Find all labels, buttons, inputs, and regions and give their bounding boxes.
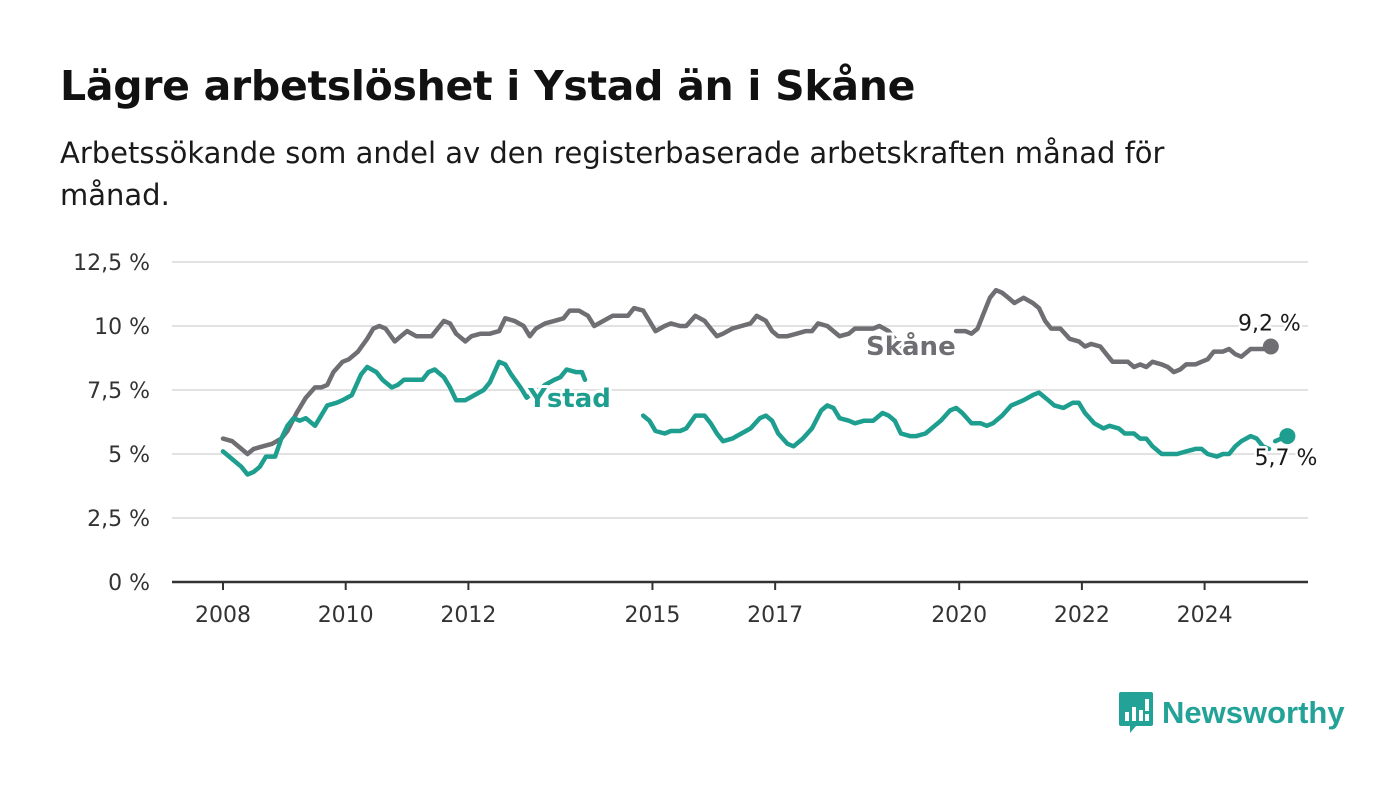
y-tick-label-1: 2,5 %	[87, 507, 150, 532]
series-end-point-skne	[1262, 338, 1279, 355]
series-label-ystad: Ystad	[527, 384, 611, 414]
x-tick-label-4: 2017	[747, 603, 803, 628]
y-tick-label-3: 7,5 %	[87, 379, 150, 404]
x-axis-ticks: 2008 2010 2012 2015 2017 2020 2022 2024	[195, 582, 1233, 628]
x-tick-label-3: 2015	[624, 603, 680, 628]
y-tick-label-5: 12,5 %	[73, 251, 150, 276]
y-tick-label-4: 10 %	[94, 315, 150, 340]
series-lines	[220, 287, 1296, 477]
x-tick-label-2: 2012	[440, 603, 496, 628]
x-tick-label-0: 2008	[195, 603, 251, 628]
x-tick-label-6: 2022	[1054, 603, 1110, 628]
x-tick-label-1: 2010	[318, 603, 374, 628]
brand-logo: Newsworthy	[1118, 690, 1345, 736]
brand-name: Newsworthy	[1162, 695, 1345, 730]
series-labels: Skåne 9,2 % Ystad 5,7 %	[524, 309, 1320, 474]
y-axis-ticks: 0 % 2,5 % 5 % 7,5 % 10 % 12,5 %	[73, 251, 150, 596]
y-tick-label-2: 5 %	[108, 443, 150, 468]
end-value-label-ystad: 5,7 %	[1255, 446, 1318, 471]
end-value-label-skne: 9,2 %	[1238, 311, 1301, 336]
newsworthy-logo-icon	[1119, 692, 1153, 733]
x-tick-label-7: 2024	[1177, 603, 1233, 628]
x-tick-label-5: 2020	[931, 603, 987, 628]
chart-title: Lägre arbetslöshet i Ystad än i Skåne	[60, 62, 916, 110]
y-tick-label-0: 0 %	[108, 571, 150, 596]
gridlines	[172, 261, 1308, 519]
series-line-skne	[220, 287, 1274, 457]
series-end-point-ystad	[1279, 428, 1296, 445]
series-label-skne: Skåne	[866, 330, 956, 362]
series-line-ystad	[220, 359, 1290, 477]
chart-subtitle: Arbetssökande som andel av den registerb…	[60, 136, 1165, 212]
